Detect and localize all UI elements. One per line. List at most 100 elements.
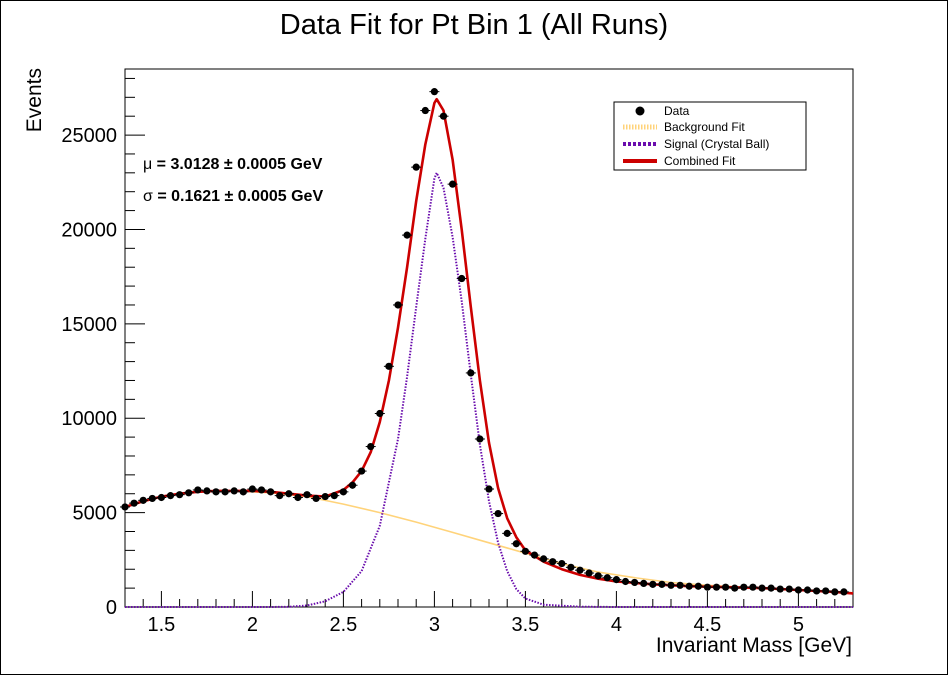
data-point [831,588,839,596]
data-point [521,547,530,555]
legend-label-background: Background Fit [664,120,745,134]
data-point [221,488,229,496]
data-point [740,583,748,591]
data-point [257,486,266,494]
data-point [412,163,420,171]
data-point [358,467,366,475]
combined-fit-curve [124,97,854,595]
legend-label-data: Data [664,104,690,118]
data-point [494,509,502,518]
data-point [540,555,548,563]
data-point [594,572,602,580]
data-point [330,492,338,500]
data-point [667,581,675,589]
legend-label-combined: Combined Fit [664,154,736,168]
data-point [139,496,147,504]
data-point [376,409,384,418]
x-tick-label: 2.5 [329,614,357,636]
sigma-value: = 0.1621 ± 0.0005 GeV [153,188,324,205]
data-point [785,585,793,593]
sigma-annotation: σ = 0.1621 ± 0.0005 GeV [143,188,323,205]
data-point [658,580,666,588]
data-point [239,488,247,496]
data-point [339,488,347,496]
data-point [503,529,511,537]
y-tick-label: 15000 [61,314,117,336]
y-tick-label: 5000 [73,503,118,525]
data-point [458,274,466,283]
data-point [185,489,193,497]
data-point [130,499,138,507]
data-point [348,481,357,489]
data-point [212,488,220,496]
mu-value: = 3.0128 ± 0.0005 GeV [152,156,323,173]
data-point [703,583,712,591]
x-tick-label: 4.5 [693,614,721,636]
sigma-symbol: σ [143,188,153,205]
x-tick-label: 1.5 [147,614,175,636]
data-point [676,581,684,589]
data-point [585,569,593,577]
mu-annotation: μ = 3.0128 ± 0.0005 GeV [143,156,323,173]
data-points-layer [120,88,849,596]
data-point [649,580,657,588]
data-point [558,559,566,568]
data-point [476,435,484,443]
legend-box [613,101,807,171]
data-point [749,583,757,591]
data-point [567,563,575,571]
data-point [758,584,766,592]
data-point [421,106,429,115]
data-point [394,301,402,309]
data-point [267,488,275,496]
legend-label-signal: Signal (Crystal Ball) [664,137,769,151]
data-point [121,503,129,511]
data-point [449,180,457,188]
data-point [385,362,393,370]
x-axis: 1.5 2 2.5 3 3.5 4 4.5 5 [124,591,854,636]
data-point [776,585,784,593]
data-point [194,486,202,494]
data-point [767,584,775,592]
x-tick-label: 3 [429,614,440,636]
x-axis-title: Invariant Mass [GeV] [656,634,852,657]
x-tick-label: 2 [247,614,258,636]
data-point [621,577,630,586]
chart-title: Data Fit for Pt Bin 1 (All Runs) [280,9,668,41]
data-point [694,582,702,590]
data-point [321,492,329,501]
data-point [840,588,848,596]
data-point [612,576,621,584]
data-point [367,442,375,451]
data-point [512,540,520,548]
legend: Data Background Fit Signal (Crystal Ball… [613,101,807,171]
data-point [631,578,639,587]
background-fit-curve [124,490,854,594]
data-point [176,491,184,499]
data-point [530,551,539,559]
data-point [685,582,693,590]
data-point [403,231,411,239]
signal-fit-curve [125,171,853,608]
data-point [312,494,320,503]
data-point [439,112,448,120]
data-point [303,491,311,499]
data-point [813,587,821,595]
y-tick-label: 0 [106,597,117,619]
y-tick-label: 25000 [61,125,117,147]
x-tick-label: 4 [611,614,622,636]
data-point [230,487,238,495]
data-point [485,485,493,493]
data-point [248,485,256,493]
data-point [731,584,739,592]
y-tick-label: 10000 [61,408,117,430]
data-point [276,492,284,500]
data-point [640,579,648,588]
data-point [794,586,803,594]
data-point [430,88,438,96]
y-tick-label: 20000 [61,219,117,241]
data-point [549,558,557,566]
y-axis: 0 5000 10000 15000 20000 25000 [61,77,145,619]
